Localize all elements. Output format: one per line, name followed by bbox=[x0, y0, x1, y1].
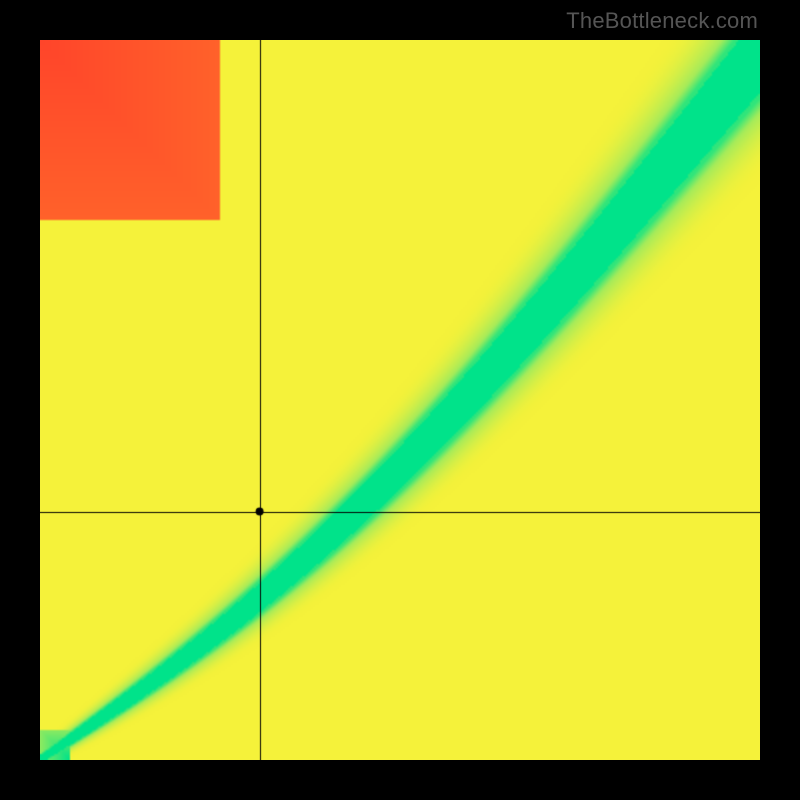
chart-container: TheBottleneck.com bbox=[0, 0, 800, 800]
crosshair-overlay bbox=[40, 40, 760, 760]
watermark-text: TheBottleneck.com bbox=[566, 8, 758, 34]
